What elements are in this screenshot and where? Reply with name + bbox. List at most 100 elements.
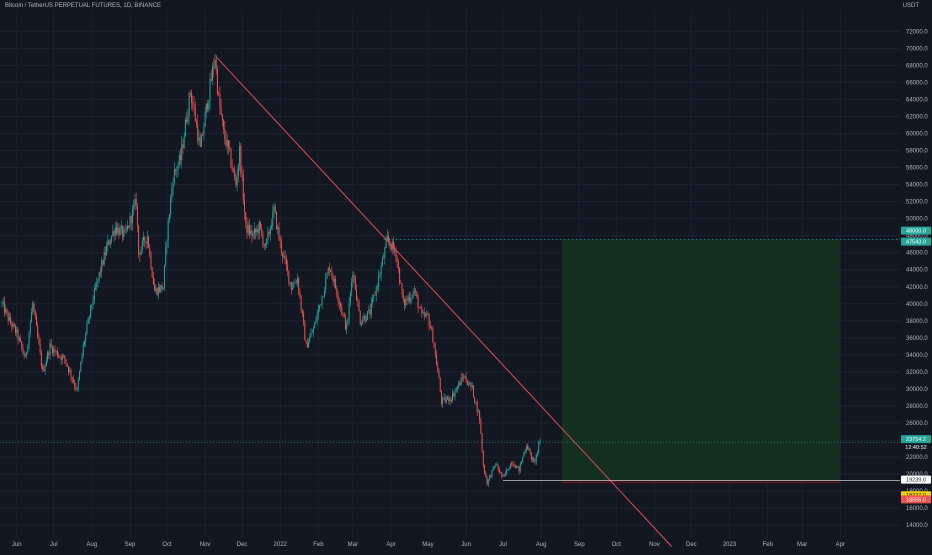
candle-body (151, 268, 153, 278)
x-tick-label: Jun (461, 542, 471, 548)
candle-body (223, 120, 225, 130)
candle-body (49, 343, 51, 355)
candle-body (271, 225, 273, 229)
candle-body (422, 312, 424, 314)
candle-body (75, 386, 77, 390)
candle-body (54, 348, 56, 352)
candle-body (77, 380, 79, 389)
candle-body (103, 252, 105, 265)
candle-body (159, 287, 161, 292)
candle-body (167, 220, 169, 242)
candle-body (118, 227, 120, 236)
candle-body (231, 166, 233, 170)
candle-body (5, 309, 7, 313)
candle-body (428, 314, 430, 326)
candle-body (445, 399, 447, 402)
candle-body (293, 283, 295, 288)
candle-body (386, 236, 388, 240)
candle-body (424, 314, 426, 317)
candle-body (69, 370, 71, 372)
candle-body (536, 451, 538, 454)
candle-body (426, 313, 428, 315)
candle-body (200, 135, 202, 147)
candle-body (466, 381, 468, 385)
candle-body (400, 283, 402, 284)
price-axis[interactable]: 14000.016000.018000.020000.022000.024000… (906, 29, 928, 529)
candle-body (213, 66, 215, 68)
x-tick-label: Dec (237, 542, 248, 548)
y-tick-label: 44000.0 (906, 268, 928, 274)
candle-body (474, 397, 476, 402)
candle-body (70, 370, 72, 378)
candle-body (406, 299, 408, 301)
candle-body (490, 475, 492, 478)
candle-body (370, 302, 372, 315)
candle-body (306, 342, 308, 348)
candle-body (264, 243, 266, 246)
candle-body (87, 318, 89, 325)
candle-body (186, 119, 188, 123)
candle-body (61, 355, 63, 360)
candle-body (242, 174, 244, 201)
candle-body (290, 282, 292, 290)
candle-body (379, 274, 381, 276)
candle-body (188, 92, 190, 116)
candle-body (294, 282, 296, 284)
candle-body (448, 397, 450, 402)
candle-body (471, 385, 473, 387)
time-axis[interactable]: Jun Jul Aug Sep Oct Nov Dec 2022 Feb Mar Apr May Jun… (12, 542, 845, 548)
candle-body (384, 247, 386, 258)
candle-body (252, 234, 254, 237)
candle-body (476, 401, 478, 413)
candle-body (330, 269, 332, 273)
price-label: 23754.2 (906, 437, 926, 443)
candle-body (276, 212, 278, 230)
candle-body (436, 354, 438, 366)
candle-body (479, 411, 481, 421)
candle-body (155, 288, 157, 292)
candle-body (176, 170, 178, 171)
stop-zone (562, 480, 841, 484)
candle-body (285, 258, 287, 266)
candle-body (452, 393, 454, 401)
candle-body (340, 303, 342, 307)
candle-body (524, 450, 526, 454)
candle-body (269, 228, 271, 235)
candle-body (178, 155, 180, 165)
candle-body (143, 237, 145, 241)
candle-body (58, 356, 60, 357)
candle-body (421, 308, 423, 314)
candles (1, 53, 541, 488)
y-tick-label: 56000.0 (906, 166, 928, 172)
candle-body (458, 382, 460, 387)
candle-body (225, 139, 227, 147)
candle-body (298, 278, 300, 292)
candle-body (150, 253, 152, 269)
candle-body (509, 463, 511, 469)
candle-body (447, 397, 449, 400)
candle-body (130, 216, 132, 224)
candle-body (378, 275, 380, 287)
candle-body (119, 228, 121, 236)
candle-body (145, 241, 147, 244)
candle-body (59, 356, 61, 358)
candle-body (464, 376, 466, 378)
price-label-bg (901, 475, 931, 484)
candle-body (507, 469, 509, 471)
candle-body (324, 290, 326, 297)
candle-body (11, 323, 13, 328)
candle-body (480, 420, 482, 434)
candle-body (166, 241, 168, 248)
candle-body (376, 286, 378, 288)
candle-body (438, 371, 440, 379)
candle-body (492, 466, 494, 470)
candle-body (55, 350, 57, 352)
candle-body (299, 291, 301, 297)
y-tick-label: 70000.0 (906, 46, 928, 52)
candle-body (241, 172, 243, 175)
candle-body (319, 305, 321, 309)
candle-body (139, 253, 141, 255)
y-tick-label: 16000.0 (906, 506, 928, 512)
